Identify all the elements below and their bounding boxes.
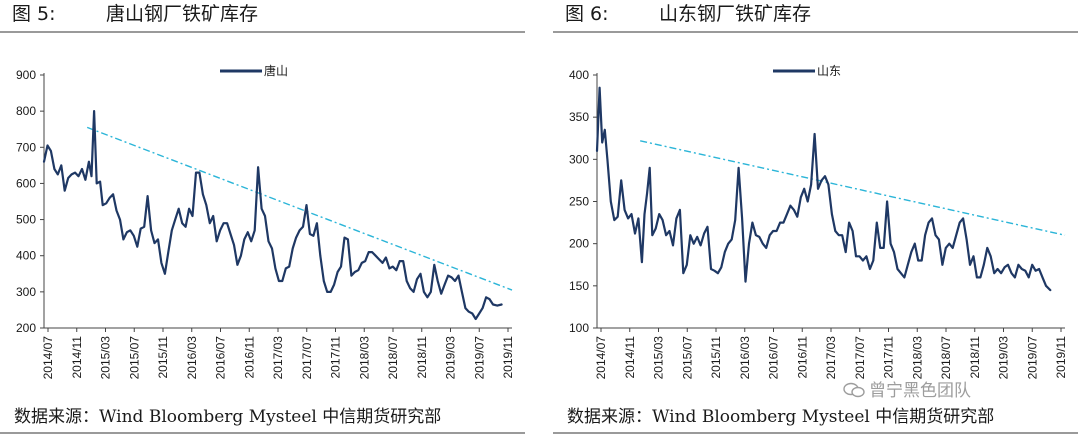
title-divider	[0, 31, 525, 33]
x-tick-label: 2015/11	[709, 336, 723, 379]
figure-title: 山东钢厂铁矿库存	[659, 3, 812, 25]
figure-number: 图 5:	[12, 3, 56, 25]
x-tick-label: 2014/07	[41, 336, 55, 380]
x-tick-label: 2018/03	[910, 336, 924, 380]
y-tick-label: 350	[569, 110, 589, 124]
y-tick-label: 500	[16, 213, 36, 227]
title-divider	[553, 31, 1078, 33]
figure-title: 唐山钢厂铁矿库存	[106, 3, 259, 25]
x-tick-label: 2015/11	[156, 336, 170, 379]
y-tick-label: 250	[569, 195, 589, 209]
x-tick-label: 2015/03	[652, 336, 666, 380]
chart-panel-tangshan: 图 5: 唐山钢厂铁矿库存 200 300 400 500 600 700 800 900 20…	[0, 0, 525, 438]
data-source-note: 数据来源：Wind Bloomberg Mysteel 中信期货研究部	[567, 407, 995, 427]
chart-panel-shandong: 图 6: 山东钢厂铁矿库存 100 150 200 250 300 350 400 2014/…	[553, 0, 1078, 438]
x-tick-label: 2014/11	[623, 336, 637, 379]
x-tick-label: 2017/11	[329, 336, 343, 379]
tangshan-line-chart: 200 300 400 500 600 700 800 900 2014/07 2014/11 20…	[16, 63, 515, 380]
y-tick-label: 400	[569, 68, 589, 82]
y-tick-label: 100	[569, 321, 589, 335]
series-line	[42, 110, 503, 321]
figure-header: 图 6: 山东钢厂铁矿库存	[559, 0, 1079, 30]
series-line	[595, 86, 1052, 292]
wechat-watermark: 曾宁黑色团队	[843, 376, 971, 401]
x-tick-label: 2018/03	[357, 336, 371, 380]
x-tick-label: 2015/03	[99, 336, 113, 380]
x-tick-label: 2019/07	[472, 336, 486, 380]
x-tick-label: 2019/03	[997, 336, 1011, 380]
watermark-text: 曾宁黑色团队	[869, 381, 971, 401]
x-tick-label: 2019/07	[1025, 336, 1039, 380]
y-tick-label: 400	[16, 249, 36, 263]
x-tick-label: 2017/07	[300, 336, 314, 380]
x-tick-label: 2014/07	[594, 336, 608, 380]
x-tick-label: 2016/03	[738, 336, 752, 380]
y-tick-label: 150	[569, 279, 589, 293]
x-tick-label: 2014/11	[70, 336, 84, 379]
data-source-note: 数据来源：Wind Bloomberg Mysteel 中信期货研究部	[14, 407, 442, 427]
wechat-icon	[843, 382, 865, 398]
y-tick-label: 600	[16, 176, 36, 190]
figure-header: 图 5: 唐山钢厂铁矿库存	[6, 0, 526, 30]
x-tick-label: 2017/11	[882, 336, 896, 379]
y-tick-label: 700	[16, 140, 36, 154]
y-tick-label: 300	[569, 152, 589, 166]
x-tick-label: 2016/07	[214, 336, 228, 380]
x-tick-label: 2018/07	[386, 336, 400, 380]
x-tick-label: 2019/11	[501, 336, 515, 379]
trend-line	[86, 126, 513, 291]
y-tick-label: 200	[569, 237, 589, 251]
y-tick-label: 300	[16, 285, 36, 299]
x-tick-label: 2018/07	[939, 336, 953, 380]
figure-number: 图 6:	[565, 3, 609, 25]
x-tick-label: 2018/11	[968, 336, 982, 379]
bottom-divider	[553, 432, 1078, 434]
x-tick-label: 2019/03	[444, 336, 458, 380]
x-tick-label: 2015/07	[127, 336, 141, 380]
shandong-line-chart: 100 150 200 250 300 350 400 2014/07 2014/11 2015/…	[569, 64, 1068, 380]
x-tick-label: 2016/11	[795, 336, 809, 379]
x-tick-label: 2017/03	[271, 336, 285, 380]
bottom-divider	[0, 432, 525, 434]
x-tick-label: 2015/07	[680, 336, 694, 380]
trend-line	[640, 140, 1066, 236]
x-tick-label: 2018/11	[415, 336, 429, 379]
x-tick-label: 2016/03	[185, 336, 199, 380]
x-tick-label: 2017/03	[824, 336, 838, 380]
y-tick-label: 200	[16, 321, 36, 335]
y-tick-label: 800	[16, 104, 36, 118]
legend-label: 唐山	[264, 63, 288, 78]
x-tick-label: 2016/11	[242, 336, 256, 379]
legend-label: 山东	[817, 64, 841, 78]
x-tick-label: 2016/07	[767, 336, 781, 380]
x-tick-label: 2019/11	[1054, 336, 1068, 379]
y-tick-label: 900	[16, 68, 36, 82]
x-tick-label: 2017/07	[853, 336, 867, 380]
